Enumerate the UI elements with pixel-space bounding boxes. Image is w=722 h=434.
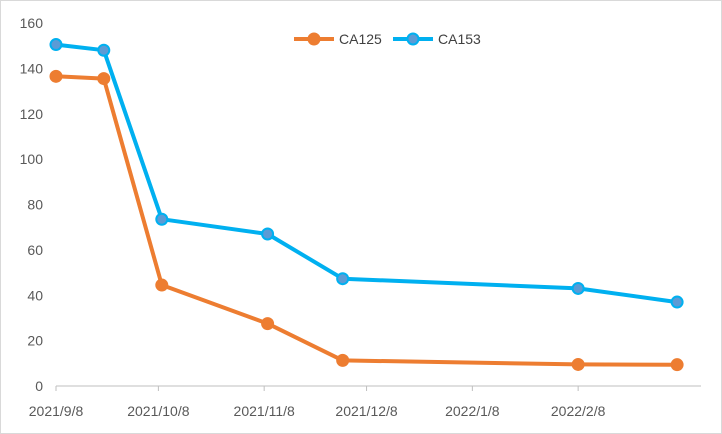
y-tick-labels: 0 20 40 60 80 100 120 140 160 (20, 15, 44, 394)
data-point (49, 69, 63, 83)
data-point (336, 353, 350, 367)
x-tick-label: 2021/9/8 (29, 403, 84, 419)
data-point (155, 278, 169, 292)
legend-marker (307, 32, 321, 46)
data-point (97, 72, 111, 86)
series-ca125 (49, 69, 684, 372)
y-tick-label: 160 (20, 15, 44, 31)
data-point (670, 295, 684, 309)
legend-item-ca153: CA153 (393, 31, 481, 47)
data-point (571, 281, 585, 295)
x-tick-label: 2021/10/8 (127, 403, 189, 419)
x-tick-label: 2022/2/8 (551, 403, 606, 419)
x-tick-label: 2021/11/8 (234, 403, 295, 419)
legend-marker (406, 32, 420, 46)
data-point (336, 272, 350, 286)
legend-label: CA153 (438, 31, 481, 47)
y-tick-label: 120 (20, 106, 44, 122)
data-point (261, 317, 275, 331)
y-tick-label: 60 (27, 242, 43, 258)
x-tick-labels: 2021/9/8 2021/10/8 2021/11/8 2021/12/8 2022/… (29, 403, 606, 419)
x-tick-label: 2022/1/8 (445, 403, 500, 419)
y-tick-label: 80 (27, 197, 43, 213)
y-tick-label: 20 (27, 333, 43, 349)
y-tick-label: 0 (35, 378, 43, 394)
y-tick-label: 100 (20, 151, 44, 167)
data-point (261, 227, 275, 241)
series-line (54, 74, 680, 367)
data-point (49, 38, 63, 52)
legend: CA125 CA153 (294, 31, 481, 47)
data-point (571, 357, 585, 371)
legend-item-ca125: CA125 (294, 31, 382, 47)
y-tick-label: 140 (20, 60, 44, 76)
series-layer (49, 38, 684, 372)
data-point (155, 212, 169, 226)
y-tick-label: 40 (27, 287, 43, 303)
data-point (670, 358, 684, 372)
series-ca153 (49, 38, 684, 309)
series-line (54, 42, 680, 305)
axes (55, 385, 701, 391)
legend-label: CA125 (339, 31, 382, 47)
x-tick-label: 2021/12/8 (335, 403, 397, 419)
data-point (97, 43, 111, 57)
